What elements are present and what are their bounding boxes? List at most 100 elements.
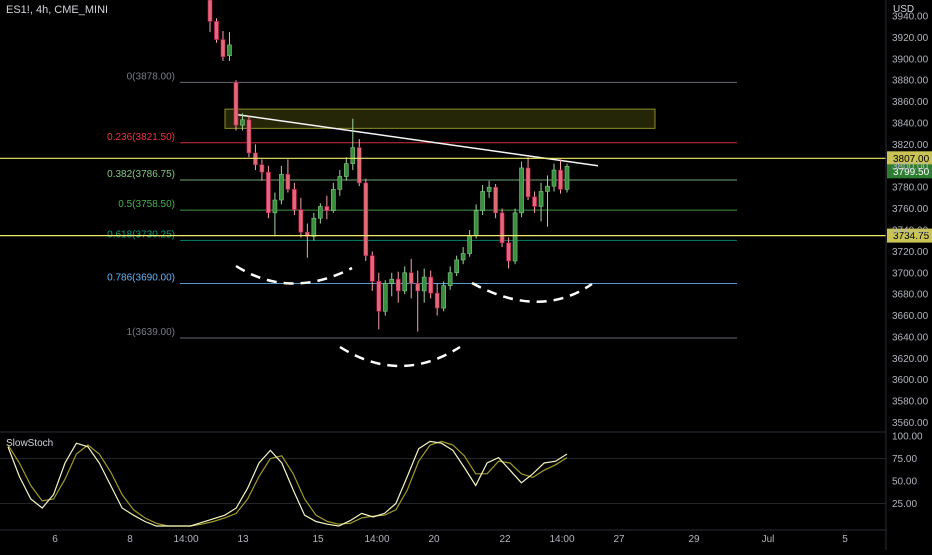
trendline bbox=[235, 113, 599, 167]
shoulder-curve-left bbox=[235, 264, 353, 285]
price-tick-label: 3760.00 bbox=[892, 204, 929, 215]
candle-body bbox=[421, 276, 427, 292]
candle-body bbox=[545, 185, 550, 192]
price-tick-label: 3560.00 bbox=[892, 418, 929, 429]
candle-body bbox=[311, 217, 317, 237]
price-tick-label: 3800.00 bbox=[892, 161, 929, 172]
price-tick-label: 3860.00 bbox=[892, 97, 929, 108]
candle-body bbox=[395, 278, 401, 292]
candle-body bbox=[369, 255, 375, 282]
candle-body bbox=[428, 276, 434, 294]
candle-body bbox=[467, 235, 472, 254]
time-tick-label: 22 bbox=[499, 534, 511, 545]
oscillator-tick-label: 25.00 bbox=[892, 499, 917, 510]
last-price-text: 3799.50 bbox=[893, 167, 930, 178]
candle-body bbox=[382, 283, 388, 312]
time-tick-label: Jul bbox=[762, 534, 775, 545]
chart-drawings[interactable] bbox=[224, 108, 656, 368]
time-tick-label: 14:00 bbox=[173, 534, 198, 545]
candle-body bbox=[460, 253, 466, 261]
time-tick-label: 15 bbox=[312, 534, 324, 545]
horizontal-lines[interactable]: 3807.00 3734.75 3799.50 bbox=[0, 151, 932, 243]
time-tick-label: 27 bbox=[613, 534, 625, 545]
candle-body bbox=[233, 82, 239, 126]
time-tick-label: 13 bbox=[237, 534, 249, 545]
price-tick-label: 3720.00 bbox=[892, 247, 929, 258]
candle-body bbox=[486, 186, 492, 192]
fib-level-label: 0(3878.00) bbox=[127, 71, 175, 82]
candle-body bbox=[266, 171, 271, 214]
candle-body bbox=[350, 147, 356, 164]
head-curve bbox=[339, 345, 461, 368]
candle-body bbox=[434, 292, 440, 309]
price-tick-label: 3660.00 bbox=[892, 311, 929, 322]
stoch-k-line bbox=[7, 440, 568, 527]
price-tick-label: 3740.00 bbox=[892, 225, 929, 236]
price-tick-label: 3880.00 bbox=[892, 76, 929, 87]
time-axis[interactable]: 6 8 14:00 13 15 14:00 20 22 14:00 27 29 Jul 5 bbox=[0, 529, 886, 545]
candle-body bbox=[356, 147, 362, 184]
candle-body bbox=[389, 278, 395, 284]
candle-body bbox=[240, 119, 245, 126]
price-tick-label: 3640.00 bbox=[892, 332, 929, 343]
symbol-title[interactable]: ES1!, 4h, CME_MINI bbox=[6, 4, 109, 16]
candle-body bbox=[538, 191, 544, 207]
candle-body bbox=[447, 272, 453, 286]
oscillator-label[interactable]: SlowStoch bbox=[6, 438, 54, 449]
price-label-box bbox=[887, 151, 932, 166]
candle-body bbox=[454, 259, 459, 274]
candle-body bbox=[305, 231, 310, 237]
fib-level-label: 0.786(3690.00) bbox=[107, 272, 175, 283]
price-tick-label: 3900.00 bbox=[892, 54, 929, 65]
candle-body bbox=[564, 166, 570, 190]
fib-level-label: 0.236(3821.50) bbox=[107, 132, 175, 143]
candle-body bbox=[532, 196, 537, 207]
candle-body bbox=[402, 272, 408, 292]
candle-body bbox=[376, 281, 382, 312]
price-tick-label: 3600.00 bbox=[892, 375, 929, 386]
time-tick-label: 20 bbox=[428, 534, 440, 545]
candle-body bbox=[259, 164, 265, 173]
candle-body bbox=[363, 182, 369, 256]
candle-body bbox=[298, 209, 304, 233]
candle-body bbox=[512, 212, 518, 262]
price-label-text: 3734.75 bbox=[893, 231, 930, 242]
candle-body bbox=[525, 167, 531, 198]
fib-level-label: 1(3639.00) bbox=[127, 327, 175, 338]
candlestick-series[interactable] bbox=[207, 0, 570, 332]
candle-body bbox=[558, 169, 563, 190]
price-tick-label: 3580.00 bbox=[892, 397, 929, 408]
oscillator-tick-label: 100.00 bbox=[892, 432, 923, 443]
time-tick-label: 14:00 bbox=[364, 534, 389, 545]
candle-body bbox=[246, 119, 252, 154]
candle-body bbox=[214, 21, 219, 40]
last-price-box bbox=[887, 164, 932, 179]
candle-body bbox=[324, 206, 330, 212]
price-label-text: 3807.00 bbox=[893, 154, 930, 165]
oscillator-pane[interactable]: 100.00 75.00 50.00 25.00 bbox=[0, 432, 923, 527]
price-tick-label: 3840.00 bbox=[892, 119, 929, 130]
candle-body bbox=[207, 0, 213, 22]
candle-body bbox=[285, 174, 291, 190]
candle-body bbox=[499, 212, 505, 244]
oscillator-tick-label: 75.00 bbox=[892, 454, 917, 465]
time-tick-label: 29 bbox=[688, 534, 700, 545]
price-tick-label: 3680.00 bbox=[892, 290, 929, 301]
fibonacci-levels[interactable]: 0(3878.00) 0.236(3821.50) 0.382(3786.75) 0.… bbox=[107, 71, 737, 339]
candle-body bbox=[551, 169, 557, 187]
candle-body bbox=[318, 206, 323, 219]
candle-body bbox=[519, 167, 524, 214]
fib-level-label: 0.5(3758.50) bbox=[118, 199, 175, 210]
candle-body bbox=[506, 242, 511, 262]
time-tick-label: 14:00 bbox=[549, 534, 574, 545]
shoulder-curve-right bbox=[471, 281, 593, 303]
oscillator-tick-label: 50.00 bbox=[892, 477, 917, 488]
candle-body bbox=[415, 283, 421, 292]
candle-body bbox=[480, 191, 485, 212]
price-tick-label: 3620.00 bbox=[892, 354, 929, 365]
candle-body bbox=[343, 163, 349, 177]
candle-body bbox=[337, 176, 343, 190]
